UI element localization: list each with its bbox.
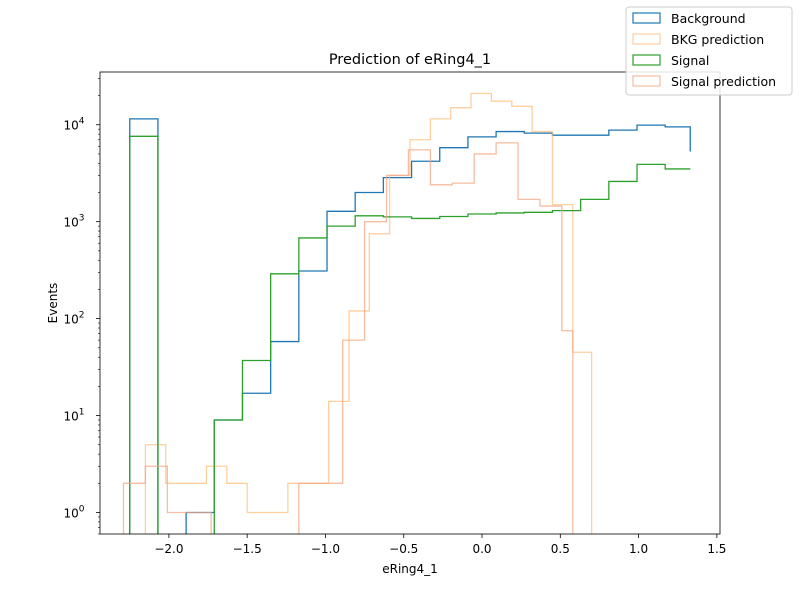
series-signal-step	[129, 135, 691, 534]
x-tick-label: −1.0	[311, 542, 340, 556]
legend-box	[625, 6, 793, 96]
x-tick-label: 0.5	[551, 542, 570, 556]
series-bkg-prediction-step	[144, 92, 593, 534]
legend-label: Background	[671, 11, 746, 26]
x-tick-label: −1.5	[233, 542, 262, 556]
x-tick-label: −2.0	[154, 542, 183, 556]
legend-label: Signal prediction	[671, 74, 776, 89]
chart-title: Prediction of eRing4_1	[329, 52, 491, 68]
y-tick-label: 100	[63, 504, 84, 520]
y-axis: 100 101 102 103 104	[63, 78, 100, 535]
legend: Background BKG prediction Signal Signal pre…	[625, 6, 793, 96]
x-tick-label: 1.5	[707, 542, 726, 556]
legend-swatch	[632, 54, 661, 66]
legend-swatch	[632, 75, 661, 87]
y-tick-label: 103	[63, 214, 84, 230]
legend-label: BKG prediction	[671, 32, 764, 47]
x-axis-label: eRing4_1	[382, 562, 438, 576]
legend-swatch	[632, 33, 661, 45]
series-signal-prediction-step	[122, 142, 574, 534]
y-axis-label: Events	[46, 283, 60, 324]
x-tick-label: −0.5	[389, 542, 418, 556]
y-tick-label: 101	[63, 408, 84, 424]
plot-area	[122, 92, 691, 534]
legend-swatch	[632, 12, 661, 24]
x-tick-label: 0.0	[472, 542, 491, 556]
x-tick-label: 1.0	[629, 542, 648, 556]
y-tick-label: 102	[63, 311, 84, 327]
legend-label: Signal	[671, 53, 709, 68]
y-tick-label: 104	[63, 117, 84, 133]
x-axis: −2.0 −1.5 −1.0 −0.5 0.0 0.5 1.0 1.5	[154, 534, 726, 556]
axes-frame	[99, 71, 721, 535]
